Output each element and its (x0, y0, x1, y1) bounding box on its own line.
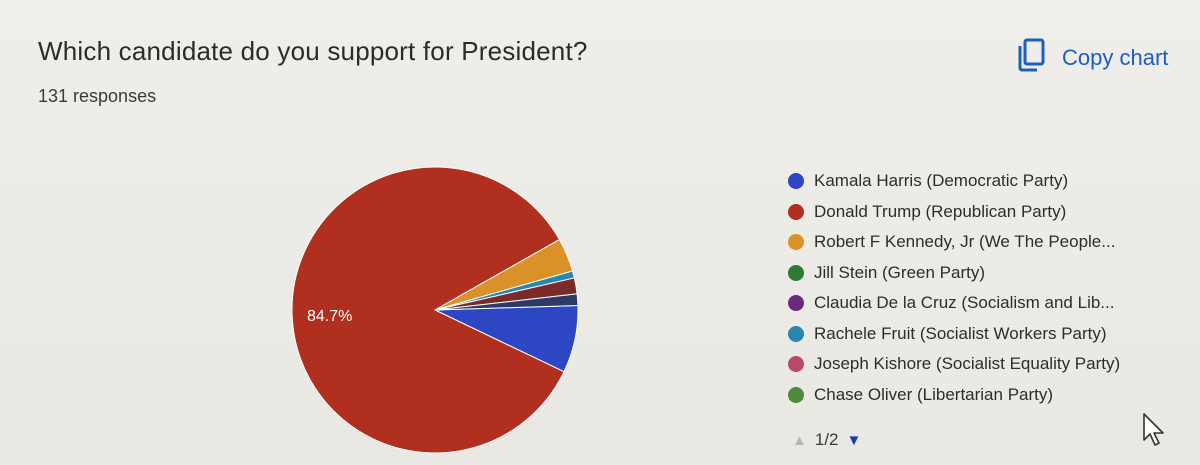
legend-label: Donald Trump (Republican Party) (814, 201, 1067, 221)
legend-label: Rachele Fruit (Socialist Workers Party) (814, 323, 1107, 343)
legend-item: Donald Trump (Republican Party) (788, 197, 1120, 228)
triangle-up-icon[interactable]: ▲ (792, 431, 807, 449)
legend-pager: ▲ 1/2 ▼ (792, 430, 861, 450)
legend-label: Jill Stein (Green Party) (814, 262, 985, 282)
pie-chart-svg: 84.7% (291, 166, 579, 454)
pie-slice[interactable] (291, 166, 565, 454)
legend-item: Rachele Fruit (Socialist Workers Party) (788, 319, 1120, 350)
legend-swatch (788, 234, 804, 251)
copy-chart-button[interactable]: Copy chart (1016, 38, 1168, 78)
legend-item: Claudia De la Cruz (Socialism and Lib... (788, 288, 1120, 319)
legend-swatch (788, 356, 804, 373)
legend-label: Chase Oliver (Libertarian Party) (814, 384, 1054, 404)
legend-swatch (788, 264, 804, 281)
legend-item: Chase Oliver (Libertarian Party) (788, 380, 1120, 411)
legend-swatch (788, 295, 804, 312)
chart-legend: Kamala Harris (Democratic Party) Donald T… (788, 166, 1120, 410)
legend-swatch (788, 325, 804, 342)
mouse-cursor-icon (1143, 413, 1164, 446)
legend-label: Joseph Kishore (Socialist Equality Party… (814, 354, 1121, 374)
pie-chart: 84.7% (280, 150, 590, 460)
legend-item: Kamala Harris (Democratic Party) (788, 166, 1120, 197)
legend-label: Kamala Harris (Democratic Party) (814, 171, 1069, 191)
legend-swatch (788, 386, 804, 403)
response-count: 131 responses (38, 86, 157, 106)
legend-swatch (788, 203, 804, 220)
legend-label: Robert F Kennedy, Jr (We The People... (814, 232, 1116, 252)
question-title: Which candidate do you support for Presi… (38, 36, 588, 66)
triangle-down-icon[interactable]: ▼ (846, 431, 862, 449)
pie-slice-label: 84.7% (307, 308, 352, 325)
legend-label: Claudia De la Cruz (Socialism and Lib... (814, 293, 1115, 313)
pie-slice[interactable] (434, 293, 579, 311)
copy-icon (1016, 38, 1046, 78)
legend-item: Joseph Kishore (Socialist Equality Party… (788, 349, 1120, 380)
legend-item: Jill Stein (Green Party) (788, 258, 1120, 289)
copy-chart-label: Copy chart (1062, 45, 1169, 70)
legend-page-indicator: 1/2 (814, 430, 839, 449)
legend-item: Robert F Kennedy, Jr (We The People... (788, 227, 1120, 258)
legend-swatch (788, 173, 804, 190)
